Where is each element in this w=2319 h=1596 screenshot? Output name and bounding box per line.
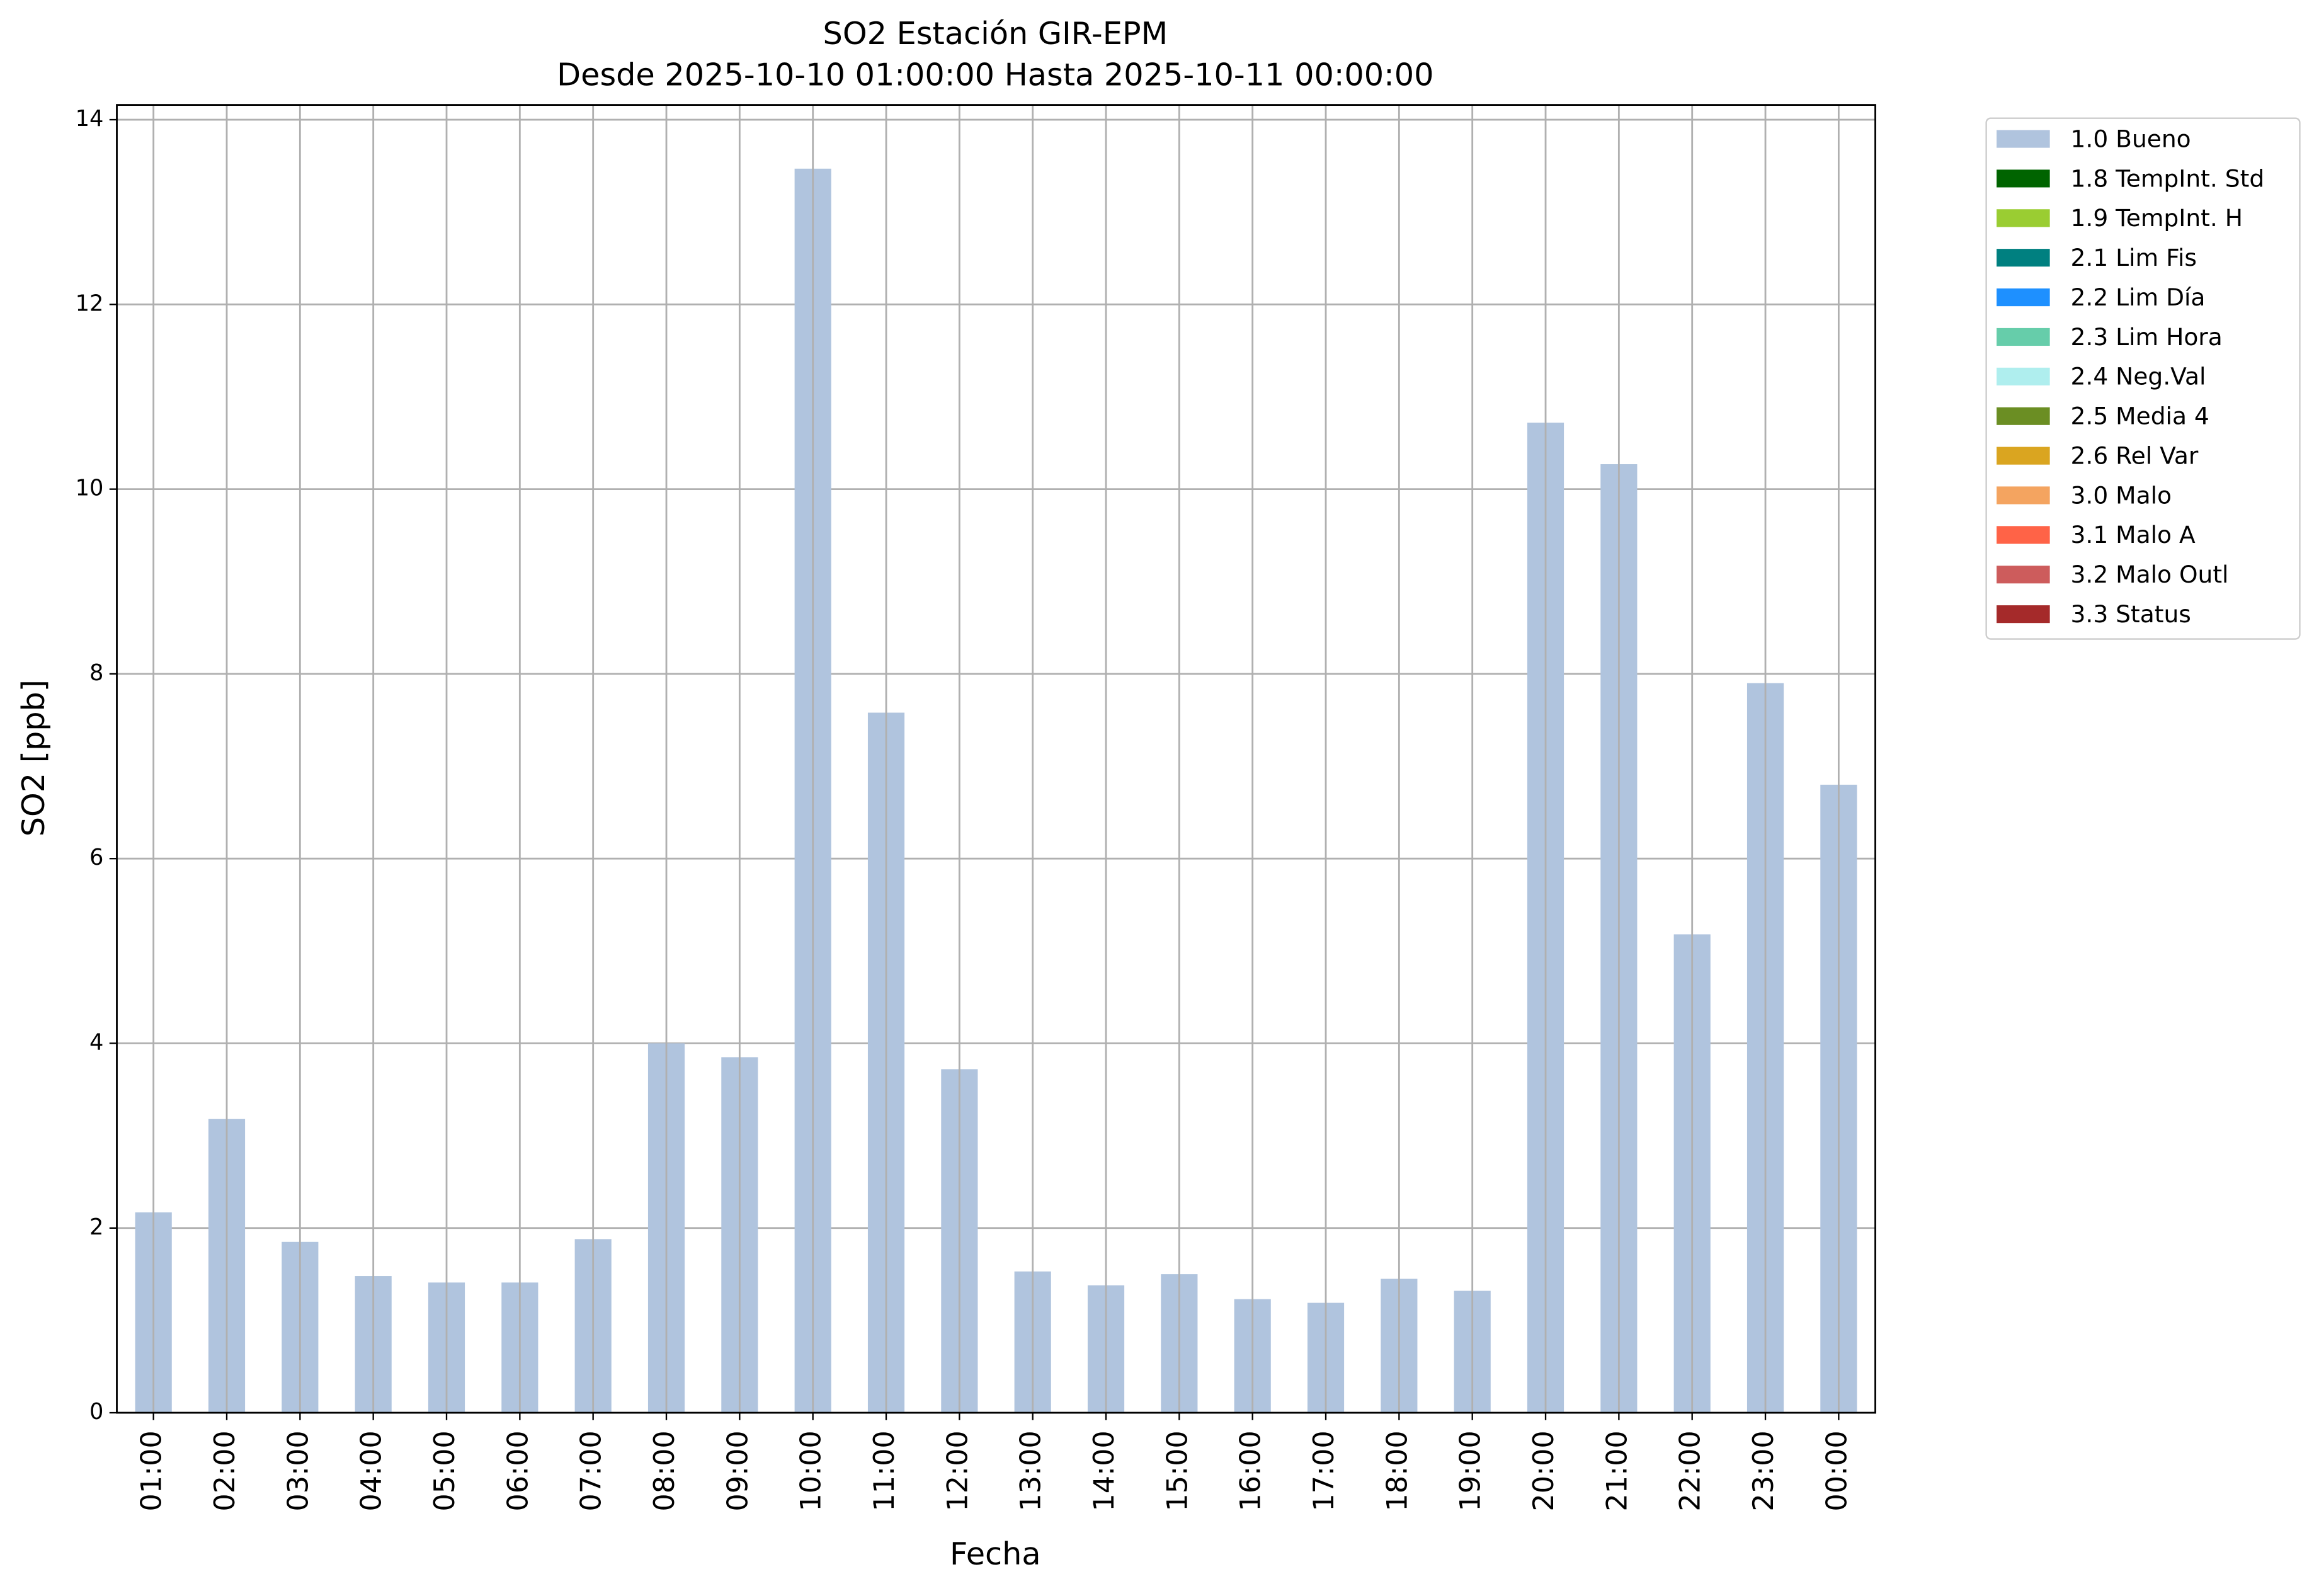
- legend-label: 2.6 Rel Var: [2071, 442, 2199, 469]
- plot-frame: [116, 104, 1876, 1414]
- y-tick-label: 10: [76, 476, 104, 501]
- x-tick-label: 16:00: [1234, 1430, 1267, 1511]
- legend-swatch: [1997, 130, 2050, 148]
- x-tick-label: 20:00: [1527, 1430, 1560, 1511]
- x-tick-label: 08:00: [648, 1430, 681, 1511]
- y-tick-label: 4: [89, 1029, 103, 1055]
- legend-label: 1.9 TempInt. H: [2071, 204, 2243, 232]
- x-tick-label: 03:00: [282, 1430, 314, 1511]
- x-tick-label: 21:00: [1600, 1430, 1633, 1511]
- legend-label: 3.1 Malo A: [2071, 521, 2196, 549]
- legend-swatch: [1997, 249, 2050, 267]
- x-tick-label: 23:00: [1747, 1430, 1780, 1511]
- x-tick-label: 15:00: [1161, 1430, 1194, 1511]
- x-tick-label: 13:00: [1015, 1430, 1047, 1511]
- x-tick-label: 22:00: [1674, 1430, 1707, 1511]
- x-tick-label: 14:00: [1088, 1430, 1120, 1511]
- legend-label: 3.2 Malo Outl: [2071, 561, 2229, 588]
- chart-subtitle: Desde 2025-10-10 01:00:00 Hasta 2025-10-…: [557, 57, 1433, 93]
- legend-label: 2.2 Lim Día: [2071, 283, 2206, 311]
- grid: [117, 118, 1876, 1414]
- x-tick-label: 01:00: [135, 1430, 168, 1511]
- legend-label: 2.4 Neg.Val: [2071, 363, 2206, 390]
- x-tick-label: 12:00: [941, 1430, 974, 1511]
- x-tick-label: 17:00: [1308, 1430, 1340, 1511]
- x-tick-label: 18:00: [1381, 1430, 1413, 1511]
- x-tick-label: 06:00: [501, 1430, 534, 1511]
- x-tick-label: 11:00: [868, 1430, 901, 1511]
- y-tick-label: 2: [89, 1214, 103, 1240]
- legend-swatch: [1997, 169, 2050, 188]
- legend-swatch: [1997, 486, 2050, 504]
- y-tick-label: 12: [76, 290, 104, 316]
- x-axis-label: Fecha: [950, 1536, 1041, 1572]
- legend-swatch: [1997, 288, 2050, 307]
- legend-box: [1985, 117, 2301, 640]
- legend-swatch: [1997, 447, 2050, 465]
- axes: 0 2 4 6 8 10 12 14 01:00 02:00 03:00 04:00 05:00 06:0…: [76, 104, 1876, 1512]
- legend-label: 3.0 Malo: [2071, 481, 2172, 509]
- legend-label: 2.3 Lim Hora: [2071, 323, 2223, 351]
- y-tick-label: 14: [76, 106, 104, 132]
- legend-swatch: [1997, 367, 2050, 385]
- legend-swatch: [1997, 407, 2050, 425]
- legend-label: 2.5 Media 4: [2071, 402, 2209, 430]
- legend-swatch: [1997, 209, 2050, 227]
- legend-swatch: [1997, 526, 2050, 544]
- x-tick-label: 09:00: [721, 1430, 754, 1511]
- x-tick-label: 00:00: [1820, 1430, 1853, 1511]
- x-tick-label: 02:00: [208, 1430, 241, 1511]
- legend: 1.0 Bueno 1.8 TempInt. Std 1.9 TempInt. H 2…: [1985, 117, 2301, 640]
- x-tick-label: 19:00: [1454, 1430, 1487, 1511]
- x-tick-label: 05:00: [428, 1430, 461, 1511]
- y-tick-label: 0: [89, 1399, 103, 1425]
- y-tick-label: 6: [89, 845, 103, 870]
- x-tick-label: 10:00: [795, 1430, 828, 1511]
- legend-swatch: [1997, 605, 2050, 624]
- legend-swatch: [1997, 328, 2050, 346]
- chart-title: SO2 Estación GIR-EPM: [823, 15, 1168, 52]
- legend-label: 3.3 Status: [2071, 600, 2191, 628]
- y-axis-label: SO2 [ppb]: [15, 680, 52, 836]
- x-tick-label: 04:00: [355, 1430, 388, 1511]
- x-tick-label: 07:00: [575, 1430, 608, 1511]
- legend-swatch: [1997, 566, 2050, 584]
- legend-label: 1.8 TempInt. Std: [2071, 164, 2265, 192]
- legend-label: 1.0 Bueno: [2071, 125, 2191, 152]
- legend-label: 2.1 Lim Fis: [2071, 244, 2197, 271]
- y-tick-label: 8: [89, 660, 103, 686]
